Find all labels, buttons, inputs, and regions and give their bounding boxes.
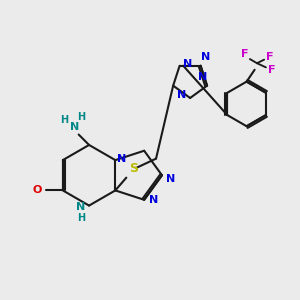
Text: N: N [149,195,158,205]
Text: H: H [60,115,68,125]
Text: N: N [183,59,193,69]
Text: N: N [76,202,86,212]
Text: N: N [201,52,211,62]
Text: N: N [198,72,207,82]
Text: F: F [241,49,248,59]
Text: H: H [77,213,85,223]
Text: S: S [129,162,138,175]
Text: N: N [70,122,79,132]
Text: N: N [166,174,175,184]
Text: F: F [268,65,276,75]
Text: F: F [266,52,273,62]
Text: N: N [117,154,127,164]
Text: N: N [177,90,186,100]
Text: O: O [32,185,42,195]
Text: H: H [77,112,85,122]
